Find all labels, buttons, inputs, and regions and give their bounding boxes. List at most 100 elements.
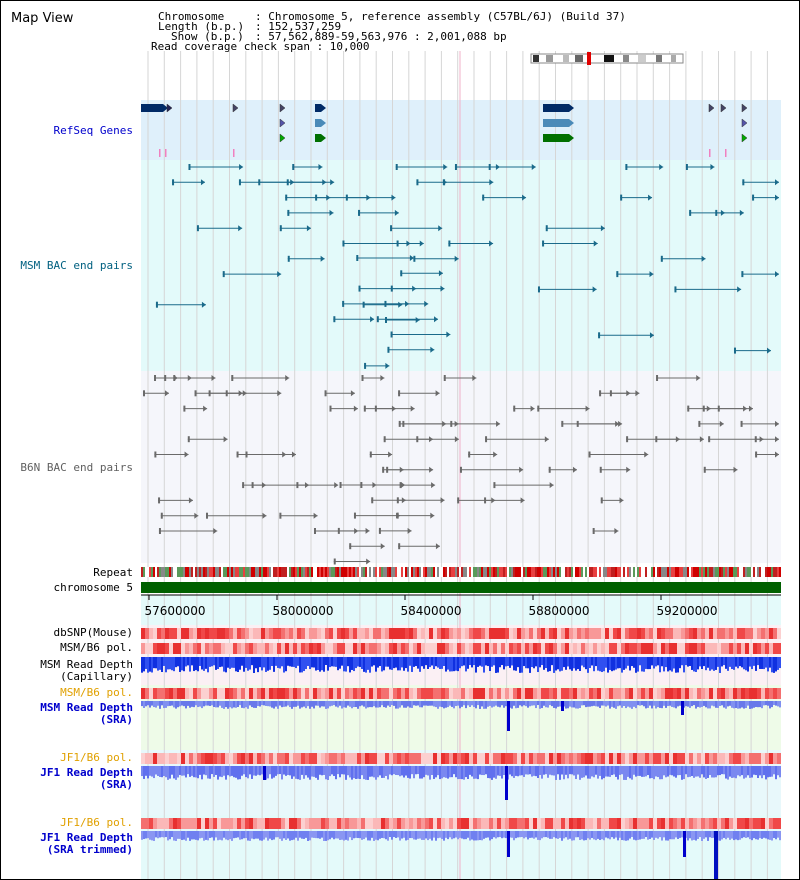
bac-end-left xyxy=(702,405,705,412)
track-label-jf1-rd-sra[interactable]: JF1 Read Depth (SRA) xyxy=(40,767,133,791)
heat-cell xyxy=(473,688,477,699)
depth-bar xyxy=(243,766,245,775)
track-label-dbsnp[interactable]: dbSNP(Mouse) xyxy=(53,626,133,639)
heat-cell xyxy=(265,688,269,699)
track-label-jf1-b6-pol-1[interactable]: JF1/B6 pol. xyxy=(60,751,133,764)
depth-bar xyxy=(389,701,391,707)
depth-bar xyxy=(261,701,263,706)
depth-bar xyxy=(611,831,613,838)
heat-cell xyxy=(617,688,621,699)
bac-end-right xyxy=(405,300,410,307)
depth-bar xyxy=(197,831,199,841)
repeat-bar xyxy=(771,567,773,577)
depth-bar xyxy=(433,766,435,779)
track-label-refseq[interactable]: RefSeq Genes xyxy=(53,124,133,137)
track-label-chromosome[interactable]: chromosome 5 xyxy=(53,581,133,594)
heat-cell xyxy=(681,643,685,654)
heat-cell xyxy=(653,643,657,654)
heat-cell xyxy=(497,753,501,764)
depth-bar xyxy=(167,657,169,670)
repeat-bar xyxy=(335,567,337,577)
heat-cell xyxy=(257,753,261,764)
repeat-bar xyxy=(243,567,245,577)
heat-cell xyxy=(405,818,409,829)
depth-bar xyxy=(605,831,607,838)
heat-cell xyxy=(277,643,281,654)
heat-cell xyxy=(537,628,541,639)
heat-cell xyxy=(413,753,417,764)
depth-bar xyxy=(233,766,235,778)
depth-bar xyxy=(183,701,185,707)
depth-bar xyxy=(447,766,449,779)
heat-cell xyxy=(157,818,161,829)
depth-bar xyxy=(761,831,763,839)
depth-bar xyxy=(697,831,699,839)
depth-bar xyxy=(591,831,593,838)
depth-bar xyxy=(461,657,463,667)
heat-cell xyxy=(633,643,637,654)
depth-bar xyxy=(515,701,517,709)
depth-bar xyxy=(303,831,305,839)
depth-bar xyxy=(467,766,469,780)
heat-cell xyxy=(421,818,425,829)
depth-bar xyxy=(611,657,613,672)
depth-bar xyxy=(431,701,433,706)
heat-cell xyxy=(317,753,321,764)
depth-bar xyxy=(691,701,693,707)
track-label-repeat[interactable]: Repeat xyxy=(93,566,133,579)
depth-bar xyxy=(673,701,675,708)
repeat-bar xyxy=(263,567,265,577)
depth-bar xyxy=(607,657,609,673)
repeat-bar xyxy=(431,567,433,577)
heat-cell xyxy=(693,818,697,829)
repeat-bar xyxy=(505,567,507,577)
heat-cell xyxy=(473,753,477,764)
depth-bar xyxy=(201,657,203,670)
bac-end-left xyxy=(542,240,545,247)
repeat-bar xyxy=(593,567,595,577)
track-label-msm-rd-sra[interactable]: MSM Read Depth (SRA) xyxy=(40,702,133,726)
heat-cell xyxy=(281,818,285,829)
track-label-b6n-bac[interactable]: B6N BAC end pairs xyxy=(20,461,133,474)
depth-bar xyxy=(621,766,623,775)
bac-end-left xyxy=(625,164,628,170)
track-label-msm-b6-pol-1[interactable]: MSM/B6 pol. xyxy=(60,641,133,654)
depth-bar xyxy=(625,766,627,780)
track-label-msm-rd-capillary[interactable]: MSM Read Depth (Capillary) xyxy=(40,659,133,683)
depth-bar xyxy=(763,701,765,706)
depth-bar xyxy=(673,657,675,669)
track-label-jf1-rd-trimmed[interactable]: JF1 Read Depth (SRA trimmed) xyxy=(40,832,133,856)
heat-cell xyxy=(621,818,625,829)
track-label-msm-bac[interactable]: MSM BAC end pairs xyxy=(20,259,133,272)
depth-bar xyxy=(575,701,577,709)
heat-cell xyxy=(469,628,473,639)
track-label-jf1-b6-pol-2[interactable]: JF1/B6 pol. xyxy=(60,816,133,829)
heat-cell xyxy=(233,753,237,764)
depth-bar xyxy=(341,766,343,775)
heat-cell xyxy=(241,753,245,764)
depth-bar xyxy=(709,657,711,671)
repeat-bar xyxy=(547,567,549,577)
depth-bar xyxy=(161,766,163,778)
depth-bar xyxy=(637,657,639,672)
depth-bar xyxy=(743,831,745,838)
heat-cell xyxy=(669,753,673,764)
bac-end-left xyxy=(493,482,496,489)
heat-cell xyxy=(505,688,509,699)
repeat-bar xyxy=(507,567,509,577)
depth-bar xyxy=(695,701,697,709)
msm-read-depth-capillary xyxy=(141,657,781,673)
track-label-msm-b6-pol-2[interactable]: MSM/B6 pol. xyxy=(60,686,133,699)
depth-bar xyxy=(421,657,423,667)
depth-bar xyxy=(719,766,721,776)
depth-bar xyxy=(219,831,221,840)
depth-bar xyxy=(233,701,235,708)
depth-bar xyxy=(449,831,451,838)
depth-bar xyxy=(607,766,609,777)
heat-cell xyxy=(369,688,373,699)
depth-bar xyxy=(445,831,447,838)
heat-cell xyxy=(233,688,237,699)
depth-bar xyxy=(547,766,549,778)
heat-cell xyxy=(257,628,261,639)
heat-cell xyxy=(541,818,545,829)
